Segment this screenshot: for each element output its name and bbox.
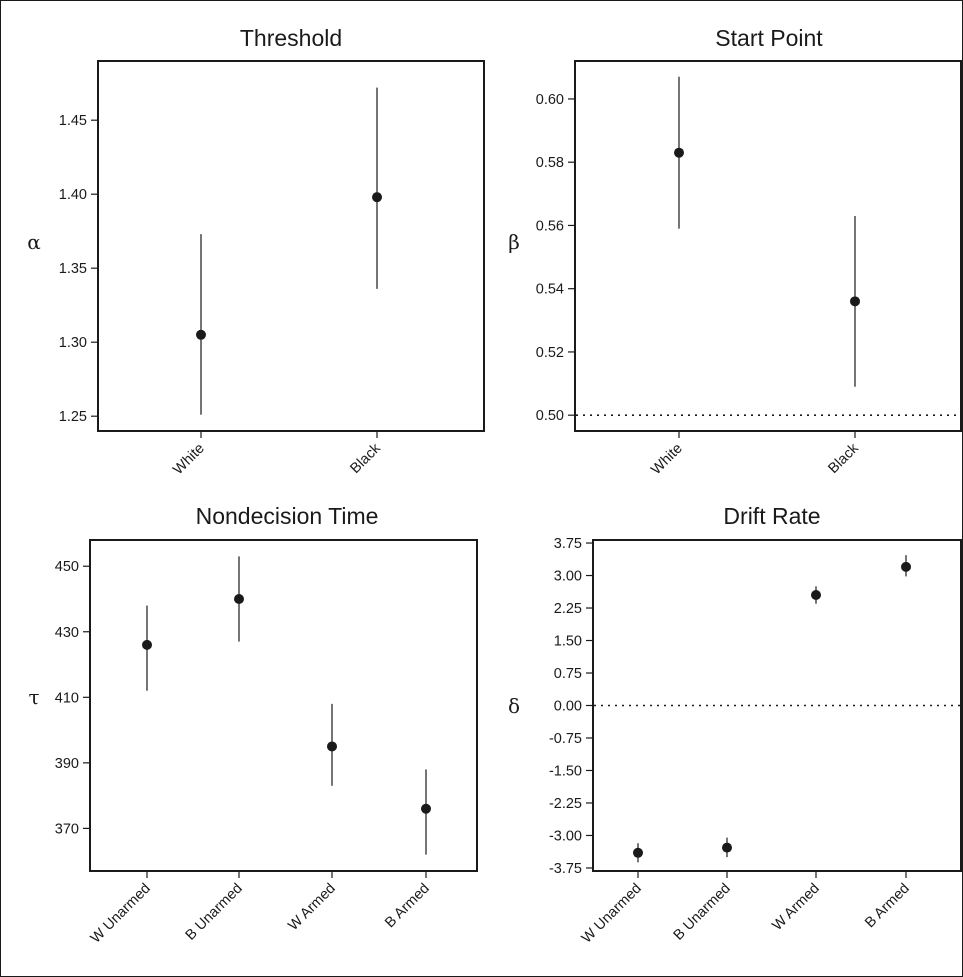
y-tick-label: 450 xyxy=(55,559,79,575)
y-tick-label: 0.00 xyxy=(554,699,582,715)
panel-title: Start Point xyxy=(715,25,823,51)
y-tick-label: -0.75 xyxy=(549,731,582,747)
data-point xyxy=(850,296,860,307)
y-tick-label: 0.56 xyxy=(536,218,564,234)
data-point xyxy=(327,741,337,752)
plot-marks: 1.25 1.30 1.35 1.40 1.45 White Black xyxy=(59,87,384,479)
y-tick-label: 0.50 xyxy=(536,408,564,424)
y-tick-label: 3.75 xyxy=(554,536,582,552)
data-point xyxy=(421,803,431,814)
y-tick-label: -2.25 xyxy=(549,796,582,812)
y-axis-label: β xyxy=(508,230,520,254)
x-tick-label: White xyxy=(170,441,208,479)
panel-title: Threshold xyxy=(240,25,342,51)
x-tick-label: W Armed xyxy=(769,881,822,934)
x-tick-label: Black xyxy=(347,440,384,477)
y-tick-label: 0.75 xyxy=(554,666,582,682)
plot-frame xyxy=(89,539,478,872)
data-point xyxy=(674,147,684,158)
y-tick-label: 0.52 xyxy=(536,345,564,361)
panel-drift-rate: Drift Rate δ -3.75 -3.00 -2.25 -1.50 -0.75 0.… xyxy=(508,503,962,947)
y-axis-label: τ xyxy=(28,685,39,709)
x-tick-label: B Armed xyxy=(382,881,433,932)
data-point xyxy=(234,593,244,604)
panel-start-point: Start Point β 0.50 0.52 0.54 0.56 0.58 0.60 Wh… xyxy=(508,25,962,479)
x-tick-label: B Unarmed xyxy=(183,881,246,944)
plot-frame xyxy=(574,60,962,432)
y-axis-label: δ xyxy=(508,694,520,718)
x-tick-label: W Unarmed xyxy=(88,881,154,947)
y-tick-label: 370 xyxy=(55,821,79,837)
y-tick-label: 3.00 xyxy=(554,569,582,585)
y-tick-label: 2.25 xyxy=(554,601,582,617)
y-tick-label: 1.50 xyxy=(554,634,582,650)
x-tick-label: B Unarmed xyxy=(671,881,734,944)
panel-threshold: Threshold α 1.25 1.30 1.35 1.40 1.45 White Bla… xyxy=(27,25,485,479)
x-tick-label: Black xyxy=(825,440,862,477)
y-tick-label: 0.54 xyxy=(536,282,564,298)
plot-marks: -3.75 -3.00 -2.25 -1.50 -0.75 0.00 0.75 1.50 2.2… xyxy=(549,536,960,947)
panel-nondecision-time: Nondecision Time τ 370 390 410 430 450 W Unar… xyxy=(28,503,478,947)
x-tick-label: White xyxy=(648,441,686,479)
y-tick-label: -3.75 xyxy=(549,861,582,877)
y-axis-label: α xyxy=(27,230,41,254)
data-point xyxy=(196,329,206,340)
y-tick-label: 1.35 xyxy=(59,261,87,277)
y-tick-label: 0.60 xyxy=(536,92,564,108)
data-point xyxy=(372,192,382,203)
y-tick-label: 390 xyxy=(55,756,79,772)
y-tick-label: 0.58 xyxy=(536,155,564,171)
data-point xyxy=(633,847,643,858)
data-point xyxy=(142,639,152,650)
y-tick-label: 1.25 xyxy=(59,409,87,425)
y-tick-label: 1.30 xyxy=(59,335,87,351)
panel-title: Drift Rate xyxy=(723,503,820,529)
x-tick-label: W Unarmed xyxy=(579,881,645,947)
x-tick-label: B Armed xyxy=(862,881,913,932)
y-tick-label: 410 xyxy=(55,690,79,706)
y-tick-label: -1.50 xyxy=(549,763,582,779)
data-point xyxy=(901,561,911,572)
x-tick-label: W Armed xyxy=(285,881,338,934)
plot-marks: 370 390 410 430 450 W Unarmed B Unarmed W Armed… xyxy=(55,556,433,947)
data-point xyxy=(722,842,732,853)
y-tick-label: 1.40 xyxy=(59,187,87,203)
y-tick-label: -3.00 xyxy=(549,828,582,844)
plot-frame xyxy=(97,60,485,432)
data-point xyxy=(811,590,821,601)
panel-title: Nondecision Time xyxy=(196,503,379,529)
y-tick-label: 430 xyxy=(55,625,79,641)
plot-marks: 0.50 0.52 0.54 0.56 0.58 0.60 White Black xyxy=(536,76,960,479)
y-tick-label: 1.45 xyxy=(59,113,87,129)
